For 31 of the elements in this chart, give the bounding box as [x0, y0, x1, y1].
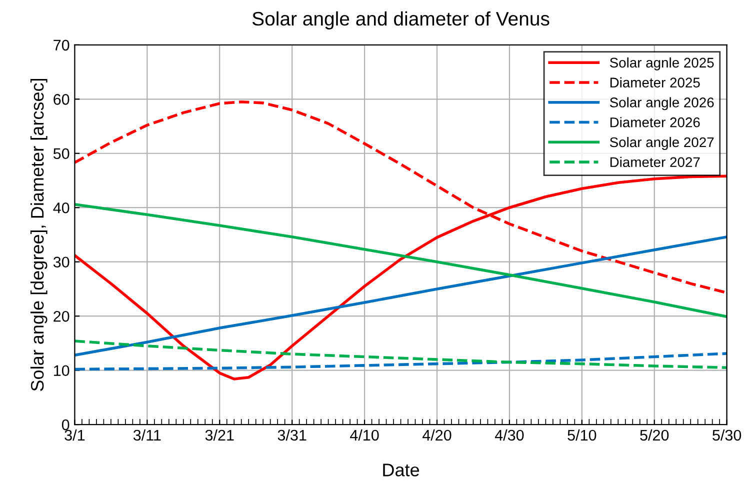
legend-label: Solar angle 2026	[610, 97, 714, 110]
x-tick-label: 4/30	[494, 429, 524, 441]
y-tick-label: 30	[53, 256, 70, 268]
x-tick-label: 5/30	[712, 429, 742, 441]
x-tick-label: 5/10	[568, 429, 596, 441]
y-tick-label: 0	[62, 419, 70, 430]
x-tick-label: 3/11	[133, 429, 161, 441]
chart-title: Solar angle and diameter of Venus	[252, 11, 550, 30]
y-tick-label: 40	[53, 202, 70, 214]
legend-label: Solar agnle 2025	[610, 57, 714, 70]
line-series	[74, 236, 727, 357]
x-tick-label: 3/21	[205, 429, 234, 441]
x-axis-title: Date	[383, 464, 420, 476]
legend-label: Solar angle 2027	[610, 136, 714, 150]
x-tick-label: 5/20	[640, 429, 669, 441]
x-tick-label: 3/1	[64, 429, 85, 441]
line-series	[74, 352, 727, 371]
y-axis-title: Solar angle [degree], Diameter [arcsec]	[30, 78, 48, 391]
y-tick-label: 70	[54, 40, 70, 51]
y-tick-label: 10	[54, 365, 70, 376]
x-tick-label: 4/10	[350, 429, 379, 441]
legend-label: Diameter 2027	[610, 156, 700, 168]
y-tick-label: 50	[53, 148, 70, 160]
x-tick-label: 3/31	[278, 429, 306, 441]
line-series	[74, 340, 727, 369]
y-tick-label: 60	[54, 94, 70, 105]
legend-label: Diameter 2026	[610, 117, 700, 128]
y-tick-label: 20	[54, 310, 70, 322]
x-tick-label: 4/20	[422, 429, 452, 441]
line-series	[74, 202, 727, 318]
legend-label: Diameter 2025	[610, 77, 700, 88]
